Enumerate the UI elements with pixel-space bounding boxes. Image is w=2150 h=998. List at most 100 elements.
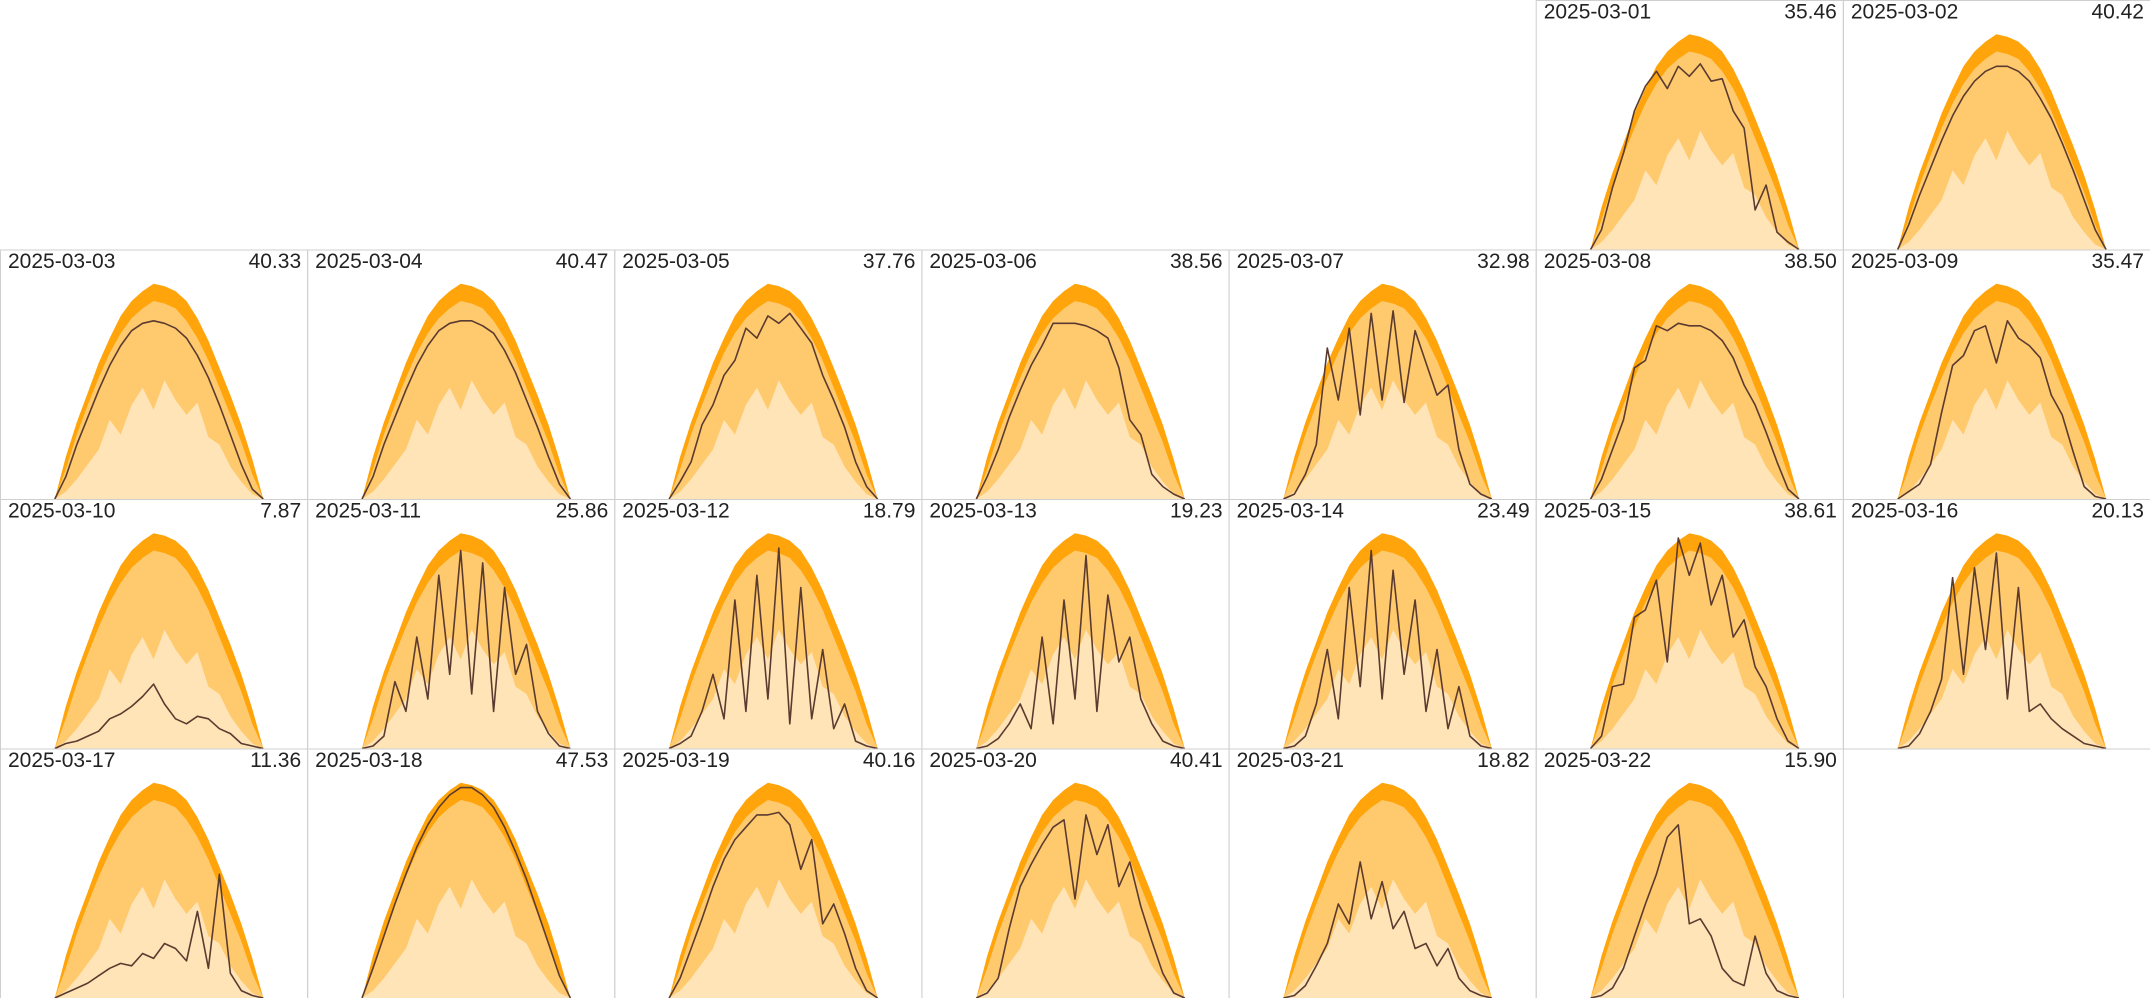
band-area — [669, 879, 878, 998]
panel-date: 2025-03-21 — [1237, 749, 1344, 772]
panel-total: 20.13 — [2091, 499, 2144, 522]
day-panel: 2025-03-03 40.33 — [0, 249, 309, 500]
panel-border — [1842, 499, 2150, 750]
day-panel: 2025-03-15 38.61 — [1535, 499, 1844, 750]
panel-date: 2025-03-19 — [622, 749, 729, 772]
panel-date: 2025-03-06 — [929, 250, 1036, 273]
day-panel: 2025-03-22 15.90 — [1535, 748, 1844, 998]
panel-total: 40.41 — [1170, 749, 1223, 772]
band-area — [1283, 380, 1492, 499]
day-panel: 2025-03-09 35.47 — [1842, 249, 2150, 500]
production-line — [1896, 65, 2107, 250]
panel-total: 40.42 — [2091, 0, 2144, 23]
production-line — [1590, 824, 1800, 998]
panel-total: 23.49 — [1477, 499, 1530, 522]
panel-date: 2025-03-05 — [622, 250, 729, 273]
panel-total: 35.46 — [1784, 0, 1837, 23]
panel-date: 2025-03-15 — [1544, 499, 1651, 522]
day-panel: 2025-03-21 18.82 — [1228, 748, 1537, 998]
panel-date: 2025-03-14 — [1237, 499, 1345, 522]
production-line — [361, 320, 572, 500]
panel-total: 40.33 — [249, 250, 302, 273]
day-panel: 2025-03-14 23.49 — [1228, 499, 1537, 750]
band-area — [1897, 380, 2107, 499]
panel-total: 19.23 — [1170, 499, 1223, 522]
band-area — [54, 879, 264, 998]
production-line — [976, 554, 1185, 750]
panel-date: 2025-03-20 — [929, 749, 1036, 772]
production-line — [54, 320, 264, 500]
band-area — [976, 380, 1185, 499]
panel-date: 2025-03-07 — [1237, 250, 1344, 273]
day-panel: 2025-03-02 40.42 — [1842, 0, 2150, 251]
band-area — [669, 380, 878, 499]
day-panel: 2025-03-10 7.87 — [0, 499, 309, 750]
panel-date: 2025-03-13 — [929, 499, 1036, 522]
day-panel: 2025-03-11 25.86 — [307, 499, 616, 750]
production-line — [361, 786, 572, 998]
band-area — [362, 380, 571, 499]
panel-total: 40.16 — [863, 749, 916, 772]
band-area — [1897, 629, 2107, 749]
production-line — [1283, 549, 1492, 750]
band-area — [976, 879, 1185, 998]
band-area — [1590, 130, 1799, 250]
band-area — [1897, 130, 2107, 250]
panel-date: 2025-03-22 — [1544, 749, 1651, 772]
production-line — [975, 322, 1186, 500]
band-area — [1590, 879, 1799, 998]
panel-total: 15.90 — [1784, 749, 1837, 772]
panel-border — [1535, 748, 1844, 998]
panel-total: 47.53 — [556, 749, 609, 772]
band-area — [54, 629, 264, 749]
panel-date: 2025-03-03 — [8, 250, 115, 273]
panel-date: 2025-03-12 — [622, 499, 729, 522]
panel-date: 2025-03-04 — [315, 250, 423, 273]
panel-date: 2025-03-09 — [1851, 250, 1958, 273]
panel-total: 32.98 — [1477, 250, 1530, 273]
day-panel: 2025-03-19 40.16 — [614, 748, 923, 998]
production-line — [1283, 861, 1492, 998]
band-area — [1283, 879, 1492, 998]
day-panel: 2025-03-04 40.47 — [307, 249, 616, 500]
band-area — [362, 879, 571, 998]
production-line — [1589, 537, 1800, 750]
production-line — [54, 873, 264, 998]
day-panel: 2025-03-06 38.56 — [921, 249, 1230, 500]
panel-total: 18.79 — [863, 499, 916, 522]
panel-date: 2025-03-17 — [8, 749, 115, 772]
production-line — [668, 547, 878, 750]
panel-total: 25.86 — [556, 499, 609, 522]
day-panel: 2025-03-08 38.50 — [1535, 249, 1844, 500]
panel-total: 11.36 — [250, 749, 301, 772]
panel-total: 38.61 — [1784, 499, 1837, 522]
day-panel: 2025-03-12 18.79 — [614, 499, 923, 750]
panel-total: 18.82 — [1477, 749, 1530, 772]
day-panel: 2025-03-20 40.41 — [921, 748, 1230, 998]
day-panel: 2025-03-07 32.98 — [1228, 249, 1537, 500]
day-panel: 2025-03-05 37.76 — [614, 249, 923, 500]
panel-date: 2025-03-16 — [1851, 499, 1958, 522]
band-area — [362, 629, 571, 749]
band-area — [1590, 380, 1799, 499]
panel-total: 37.76 — [863, 250, 916, 273]
panel-date: 2025-03-08 — [1544, 250, 1651, 273]
band-area — [976, 629, 1185, 749]
panel-total: 35.47 — [2091, 250, 2144, 273]
production-line — [975, 814, 1186, 998]
production-line — [1897, 552, 2107, 750]
production-line — [1589, 63, 1800, 251]
band-area — [1283, 629, 1492, 749]
band-area — [1590, 629, 1799, 749]
production-line — [668, 312, 879, 500]
production-line — [1283, 310, 1493, 500]
day-panel: 2025-03-13 19.23 — [921, 499, 1230, 750]
panel-total: 40.47 — [556, 250, 609, 273]
production-line — [1589, 322, 1800, 500]
panel-total: 38.50 — [1784, 250, 1837, 273]
day-panel: 2025-03-01 35.46 — [1535, 0, 1844, 251]
band-area — [669, 629, 878, 749]
panel-date: 2025-03-01 — [1544, 0, 1651, 23]
